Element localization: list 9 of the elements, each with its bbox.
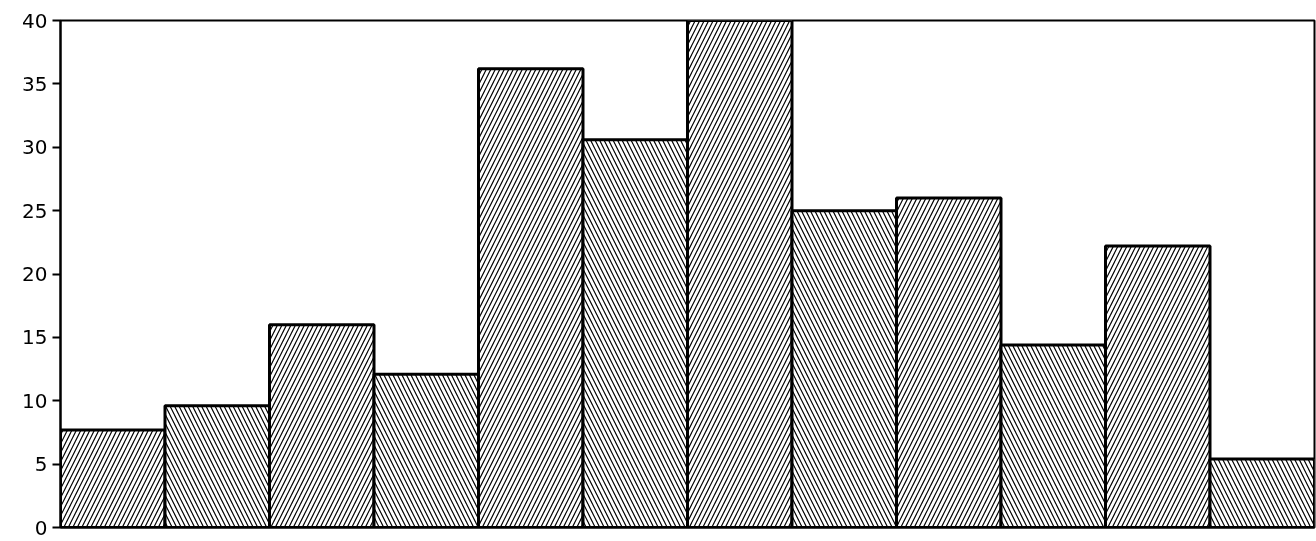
- y-tick-label: 10: [22, 388, 48, 413]
- y-tick-label: 30: [22, 135, 48, 160]
- y-tick-label: 35: [22, 71, 48, 96]
- y-tick-label: 15: [22, 325, 48, 350]
- y-tick-label: 5: [34, 452, 48, 477]
- y-tick-label: 25: [22, 198, 48, 223]
- y-tick-label: 20: [22, 262, 48, 286]
- y-tick-label: 0: [34, 515, 48, 540]
- y-tick-label: 40: [22, 8, 48, 33]
